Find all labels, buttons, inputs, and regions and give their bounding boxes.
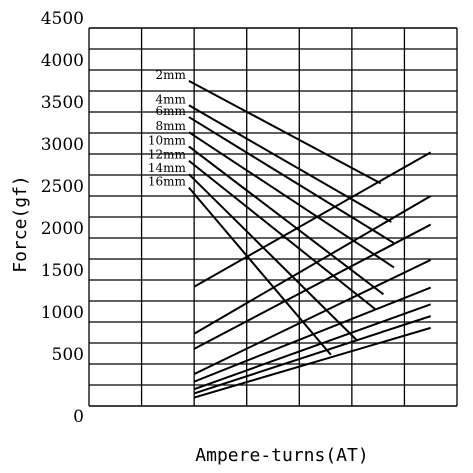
y-tick-label: 2000 [41, 219, 84, 239]
rising-line-3 [193, 223, 432, 350]
series-label-12mm: 12mm [148, 148, 187, 162]
y-tick-label: 0 [73, 407, 84, 427]
series-label-8mm: 8mm [155, 119, 186, 133]
series-line-10mm [188, 145, 385, 296]
x-axis-title: Ampere-turns(AT) [195, 445, 368, 466]
series-line-2mm [188, 80, 382, 185]
rising-line-6 [193, 303, 432, 391]
y-axis-title: Force(gf) [10, 175, 31, 273]
series-label-2mm: 2mm [155, 68, 186, 82]
y-tick-label: 1000 [41, 303, 84, 323]
y-tick-label: 3500 [41, 93, 84, 113]
y-tick-label: 4500 [41, 9, 84, 29]
y-tick-label: 500 [52, 345, 84, 365]
series-label-16mm: 16mm [148, 175, 187, 189]
series-line-16mm [188, 186, 332, 356]
series-line-8mm [188, 131, 395, 269]
y-tick-label: 1500 [41, 261, 84, 281]
y-tick-label: 2500 [41, 177, 84, 197]
series-label-10mm: 10mm [148, 133, 187, 147]
y-tick-label: 3000 [41, 135, 84, 155]
rising-line-1 [193, 151, 432, 288]
series-line-14mm [188, 173, 358, 342]
series-label-14mm: 14mm [148, 161, 187, 175]
series-line-12mm [188, 159, 377, 311]
rising-line-5 [193, 286, 432, 383]
series-line-4mm [188, 104, 392, 223]
series-label-4mm: 4mm [155, 92, 186, 106]
rising-line-4 [193, 258, 432, 375]
rising-line-2 [193, 195, 432, 335]
series-label-6mm: 6mm [155, 104, 186, 118]
y-tick-labels: 0 500 1000 1500 2000 2500 3000 3500 4000 4500 [41, 9, 84, 427]
series-lines [188, 80, 432, 399]
rising-line-8 [193, 326, 431, 399]
series-line-6mm [188, 116, 395, 244]
y-tick-label: 4000 [41, 51, 84, 71]
rising-line-7 [193, 315, 432, 395]
